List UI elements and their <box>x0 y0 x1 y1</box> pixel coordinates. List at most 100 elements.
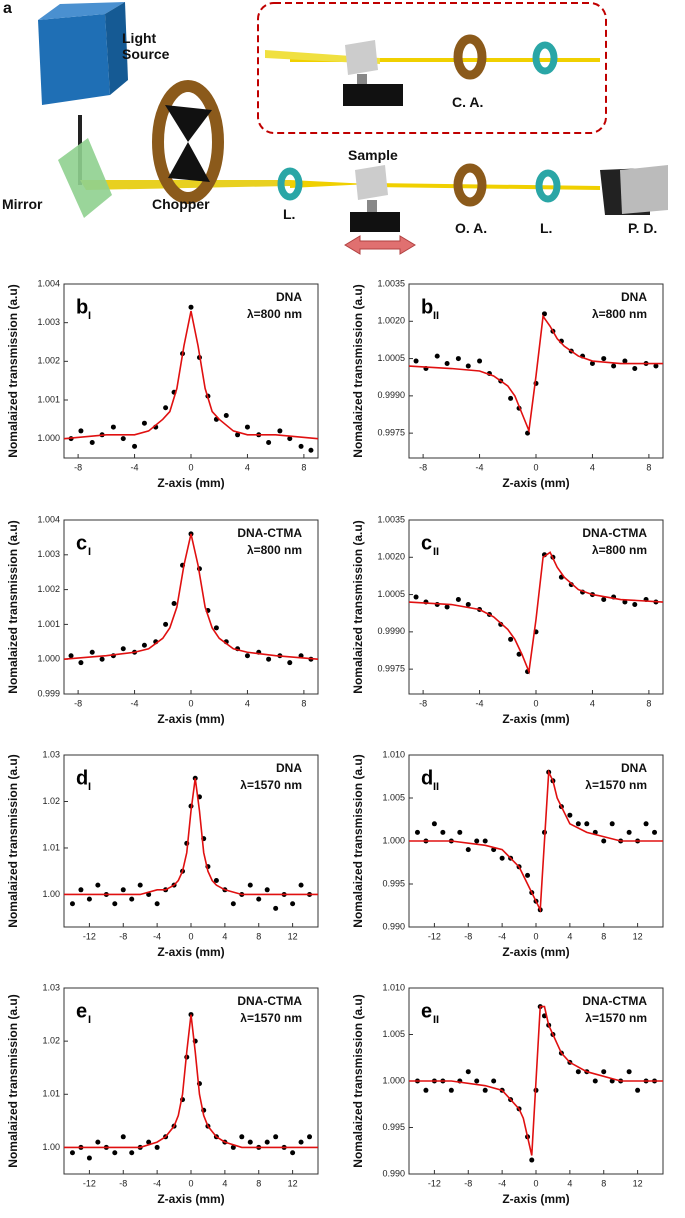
y-tick-label: 1.02 <box>42 1036 60 1046</box>
annotation: DNA <box>621 290 647 304</box>
label: Mirror <box>2 196 43 212</box>
label: Light Source <box>122 30 170 62</box>
data-point <box>120 646 126 652</box>
data-point <box>230 901 236 907</box>
x-tick-label: -8 <box>74 698 82 708</box>
annotation: λ=800 nm <box>247 543 302 557</box>
data-point <box>444 361 450 367</box>
y-tick-label: 1.000 <box>37 654 60 664</box>
data-point <box>622 599 628 605</box>
x-tick-label: -4 <box>153 931 161 941</box>
mirror-shape <box>58 138 112 218</box>
x-tick-label: 8 <box>646 698 651 708</box>
translation-arrow <box>344 235 416 255</box>
chart: -8 -4 0 4 8 0.999 1.000 1.001 1.002 1.003 1.004 c I D… <box>6 514 319 726</box>
data-point <box>584 821 590 827</box>
x-tick-label: 0 <box>188 1178 193 1188</box>
data-point <box>86 896 92 902</box>
x-tick-label: -4 <box>498 931 506 941</box>
data-point <box>474 1078 480 1084</box>
chart: -12 -8 -4 0 4 8 12 0.990 0.995 1.000 1.005 1.010 d II… <box>351 749 664 959</box>
data-point <box>626 829 632 835</box>
x-tick-label: 0 <box>188 462 193 472</box>
data-point <box>455 597 461 603</box>
data-point <box>110 424 116 430</box>
data-point <box>290 1150 296 1156</box>
fit-line <box>64 778 318 896</box>
data-point <box>112 901 118 907</box>
data-point <box>137 882 143 888</box>
y-tick-label: 1.03 <box>42 749 60 759</box>
x-axis-label: Z-axis (mm) <box>157 476 224 490</box>
panel-label: c <box>421 532 432 554</box>
x-tick-label: 4 <box>245 462 250 472</box>
x-tick-label: 8 <box>601 931 606 941</box>
x-tick-label: -8 <box>119 1178 127 1188</box>
x-tick-label: 4 <box>567 1178 572 1188</box>
data-point <box>482 838 488 844</box>
data-point <box>465 363 471 369</box>
data-point <box>434 353 440 359</box>
annotation: λ=800 nm <box>592 543 647 557</box>
x-axis-label: Z-axis (mm) <box>502 712 569 726</box>
data-point <box>266 656 272 662</box>
data-point <box>477 358 483 364</box>
data-point <box>575 821 581 827</box>
data-point <box>129 1150 135 1156</box>
y-tick-label: 1.001 <box>37 394 60 404</box>
data-point <box>273 905 279 911</box>
chart: -8 -4 0 4 8 0.9975 0.9990 1.0005 1.0020 1.0035 b II… <box>351 278 664 490</box>
data-point <box>69 901 75 907</box>
x-tick-label: 4 <box>222 1178 227 1188</box>
data-point <box>491 1078 497 1084</box>
y-tick-label: 1.0035 <box>377 278 405 288</box>
x-tick-label: 0 <box>188 698 193 708</box>
data-point <box>163 621 169 627</box>
y-tick-label: 0.990 <box>382 1168 405 1178</box>
y-tick-label: 0.990 <box>382 921 405 931</box>
panel-subscript: I <box>88 781 91 793</box>
x-tick-label: 8 <box>256 931 261 941</box>
label: L. <box>283 206 296 222</box>
data-point <box>643 821 649 827</box>
y-tick-label: 0.995 <box>382 878 405 888</box>
data-point <box>474 838 480 844</box>
x-tick-label: 4 <box>590 462 595 472</box>
x-tick-label: -8 <box>464 931 472 941</box>
data-point <box>541 311 547 317</box>
data-point <box>287 436 293 442</box>
x-tick-label: 12 <box>288 931 298 941</box>
x-tick-label: -12 <box>428 1178 441 1188</box>
x-tick-label: -4 <box>131 462 139 472</box>
label: P. D. <box>628 220 658 236</box>
closed-aperture-box <box>257 2 607 134</box>
x-tick-label: 0 <box>533 698 538 708</box>
x-tick-label: 12 <box>633 931 643 941</box>
x-tick-label: 0 <box>533 1178 538 1188</box>
label: O. A. <box>455 220 488 236</box>
y-tick-label: 1.010 <box>382 982 405 992</box>
y-tick-label: 1.004 <box>37 278 60 288</box>
y-tick-label: 0.9975 <box>377 664 405 674</box>
x-axis-label: Z-axis (mm) <box>157 712 224 726</box>
fit-line <box>64 1014 318 1149</box>
data-point <box>264 887 270 893</box>
data-point <box>444 604 450 610</box>
data-point <box>213 625 219 631</box>
annotation: DNA-CTMA <box>237 994 302 1008</box>
y-tick-label: 1.004 <box>37 514 60 524</box>
data-point <box>68 653 74 659</box>
data-point <box>141 642 147 648</box>
data-point <box>498 621 504 627</box>
fit-line <box>63 533 319 660</box>
x-tick-label: 0 <box>533 931 538 941</box>
annotation: λ=1570 nm <box>585 778 647 792</box>
data-point <box>290 901 296 907</box>
panel-subscript: I <box>88 1014 91 1026</box>
panel-label: e <box>76 1000 87 1022</box>
annotation: λ=1570 nm <box>585 1011 647 1025</box>
data-point <box>86 1155 92 1161</box>
panel-label: d <box>76 767 88 789</box>
data-point <box>307 1134 313 1140</box>
